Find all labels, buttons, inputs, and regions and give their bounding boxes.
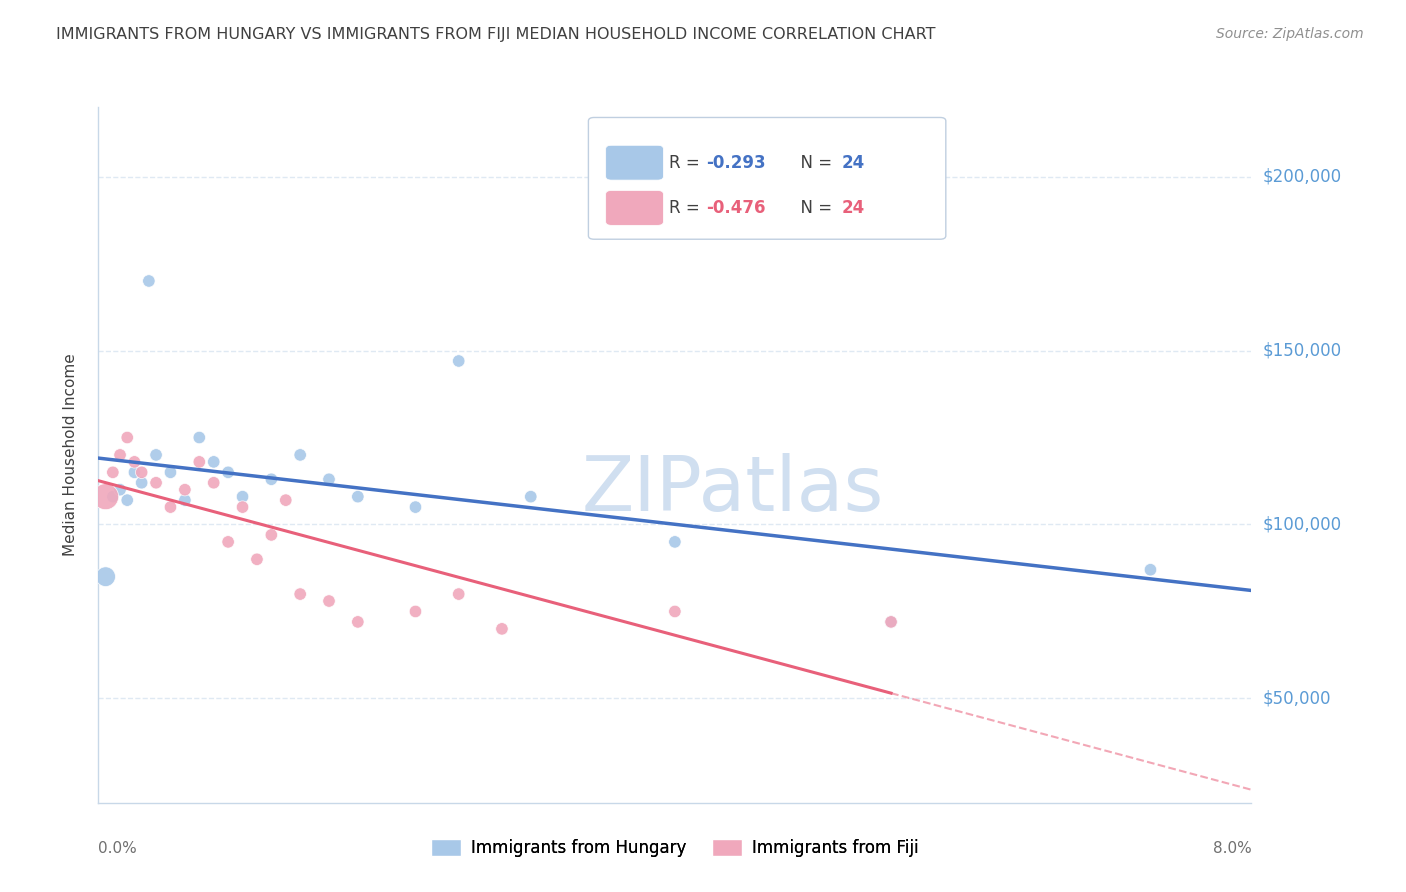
Point (101, 466, 124, 480)
Point (188, 430, 211, 444)
FancyBboxPatch shape (606, 145, 664, 180)
Point (108, 448, 131, 462)
Point (94, 570, 117, 584)
Text: ZIPatlas: ZIPatlas (581, 453, 884, 526)
Point (174, 483, 197, 497)
Point (231, 500, 254, 514)
Point (290, 587, 312, 601)
Text: 0.0%: 0.0% (98, 841, 138, 856)
Point (447, 354, 470, 368)
Point (94, 490, 117, 504)
Point (519, 490, 541, 504)
Text: N =: N = (790, 153, 838, 171)
Point (145, 475, 167, 490)
Point (246, 552, 269, 566)
Point (145, 448, 167, 462)
Text: N =: N = (790, 199, 838, 217)
Text: -0.476: -0.476 (706, 199, 765, 217)
Point (880, 615, 903, 629)
Point (405, 605, 427, 619)
Point (346, 490, 368, 504)
Point (117, 430, 138, 444)
Point (101, 490, 124, 504)
Point (318, 594, 340, 608)
Text: $100,000: $100,000 (1263, 516, 1341, 533)
Point (159, 466, 181, 480)
Point (664, 534, 686, 549)
Point (447, 587, 470, 601)
Text: R =: R = (669, 199, 706, 217)
Text: $200,000: $200,000 (1263, 168, 1341, 186)
Point (117, 493, 138, 508)
Text: $150,000: $150,000 (1263, 342, 1341, 359)
Text: 24: 24 (842, 153, 865, 171)
Text: R =: R = (669, 153, 706, 171)
Legend: Immigrants from Hungary, Immigrants from Fiji: Immigrants from Hungary, Immigrants from… (425, 832, 925, 864)
Point (1139, 563, 1161, 577)
Text: Source: ZipAtlas.com: Source: ZipAtlas.com (1216, 27, 1364, 41)
Point (131, 466, 153, 480)
Point (159, 500, 181, 514)
Point (260, 528, 283, 542)
Point (202, 475, 225, 490)
Point (188, 455, 211, 469)
Text: IMMIGRANTS FROM HUNGARY VS IMMIGRANTS FROM FIJI MEDIAN HOUSEHOLD INCOME CORRELAT: IMMIGRANTS FROM HUNGARY VS IMMIGRANTS FR… (56, 27, 936, 42)
Point (138, 274, 160, 288)
Point (318, 472, 340, 486)
Text: $50,000: $50,000 (1263, 690, 1331, 707)
Text: -0.293: -0.293 (706, 153, 766, 171)
Text: 24: 24 (842, 199, 865, 217)
Point (124, 455, 146, 469)
Text: 8.0%: 8.0% (1212, 841, 1251, 856)
Point (217, 466, 239, 480)
FancyBboxPatch shape (588, 118, 946, 239)
Point (174, 493, 197, 508)
Y-axis label: Median Household Income: Median Household Income (63, 353, 77, 557)
Point (108, 483, 131, 497)
Point (131, 475, 153, 490)
Point (260, 472, 283, 486)
Point (664, 605, 686, 619)
Point (124, 466, 146, 480)
Point (880, 615, 903, 629)
Point (290, 448, 312, 462)
Point (231, 490, 254, 504)
FancyBboxPatch shape (606, 191, 664, 226)
Point (346, 615, 368, 629)
Point (274, 493, 297, 508)
Point (202, 455, 225, 469)
Point (405, 500, 427, 514)
Point (217, 534, 239, 549)
Point (491, 622, 513, 636)
